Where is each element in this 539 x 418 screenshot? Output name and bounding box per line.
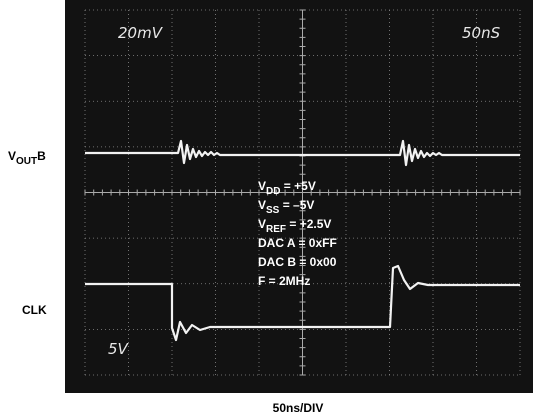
subscript: REF (266, 224, 286, 235)
clk-label: CLK (22, 303, 47, 317)
rest: B (37, 149, 46, 163)
rest: = +2.5V (286, 217, 331, 231)
vout-label: VOUTB (8, 149, 46, 167)
clk-scale: 5V (108, 340, 130, 358)
clk-trace (85, 264, 520, 342)
condition: VDD = +5V (258, 179, 316, 197)
graticule (84, 9, 521, 376)
base: V (8, 149, 16, 163)
subscript: DD (266, 186, 280, 197)
base: DAC B = 0x00 (258, 255, 337, 269)
vout-trace (85, 139, 520, 167)
time-per-div: 50nS (462, 24, 501, 42)
condition: VREF = +2.5V (258, 217, 331, 235)
rest: = +5V (280, 179, 315, 193)
subscript: OUT (16, 156, 37, 167)
subscript: SS (266, 205, 280, 216)
base: DAC A = 0xFF (258, 236, 337, 250)
rest: = –5V (279, 198, 314, 212)
condition: VSS = –5V (258, 198, 314, 216)
time-base-caption: 50ns/DIV (273, 401, 324, 415)
scope-screen (65, 0, 533, 393)
base: F = 2MHz (258, 274, 310, 288)
volts-per-div: 20mV (118, 24, 164, 42)
base: V (258, 179, 266, 193)
base: V (258, 217, 266, 231)
condition: DAC B = 0x00 (258, 255, 337, 269)
condition: F = 2MHz (258, 274, 310, 288)
condition: DAC A = 0xFF (258, 236, 337, 250)
base: V (258, 198, 266, 212)
